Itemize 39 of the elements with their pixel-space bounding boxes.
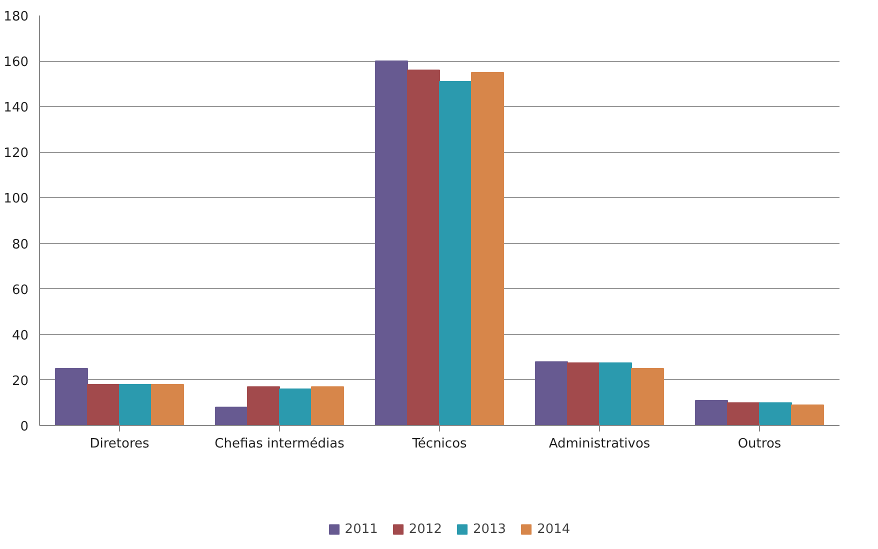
bar	[439, 81, 472, 426]
y-tick-label: 80	[12, 237, 29, 252]
y-tick-label: 120	[4, 146, 29, 162]
y-tick-label: 160	[4, 55, 29, 70]
legend-label: 2011	[344, 522, 378, 536]
bar	[631, 368, 664, 426]
bar	[311, 386, 344, 426]
y-tick-label: 100	[4, 192, 29, 207]
y-tick-label: 40	[12, 328, 29, 344]
bar	[119, 384, 152, 426]
x-tick-label: Técnicos	[411, 436, 468, 452]
legend-label: 2012	[408, 522, 442, 536]
y-tick-label: 140	[4, 100, 29, 116]
bar	[599, 362, 632, 426]
x-tick-label: Outros	[738, 436, 782, 452]
x-tick-label: Administrativos	[548, 436, 650, 452]
bar	[727, 402, 760, 426]
legend-label: 2014	[537, 522, 570, 536]
legend-label: 2013	[472, 522, 506, 536]
bar	[375, 60, 408, 426]
bar	[247, 386, 280, 426]
y-tick-label: 180	[4, 10, 29, 24]
bar	[215, 406, 248, 426]
bar	[407, 70, 440, 426]
bar	[279, 388, 312, 426]
bar	[759, 402, 792, 426]
y-tick-label: 60	[12, 282, 29, 298]
bar	[55, 368, 88, 426]
bar	[567, 362, 600, 426]
y-tick-label: 0	[20, 420, 29, 434]
bar	[471, 72, 504, 426]
bar	[87, 384, 120, 426]
bar	[695, 400, 728, 426]
bar	[151, 384, 184, 426]
x-tick-label: Diretores	[90, 436, 150, 452]
y-tick-label: 20	[12, 374, 29, 389]
bar	[535, 361, 568, 426]
bar	[791, 404, 824, 426]
x-tick-label: Chefias intermédias	[214, 436, 345, 452]
